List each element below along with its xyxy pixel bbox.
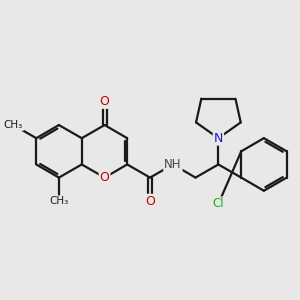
Text: N: N [214, 132, 223, 145]
Text: O: O [100, 171, 110, 184]
Text: O: O [145, 195, 155, 208]
Text: CH₃: CH₃ [4, 120, 23, 130]
Text: Cl: Cl [213, 197, 224, 210]
Text: O: O [100, 95, 110, 108]
Text: CH₃: CH₃ [49, 196, 68, 206]
Text: NH: NH [164, 158, 182, 171]
